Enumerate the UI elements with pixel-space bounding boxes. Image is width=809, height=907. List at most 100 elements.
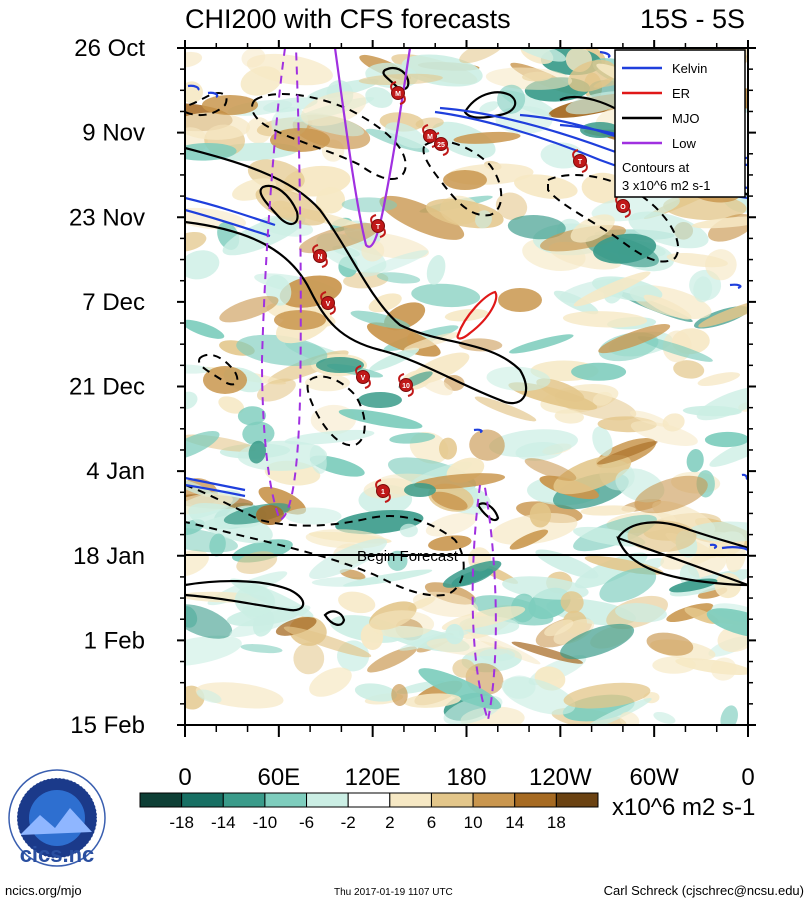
anomaly-highlight <box>316 357 364 373</box>
anomaly-patch <box>646 632 694 656</box>
anomaly-patch <box>185 635 242 667</box>
anomaly-patch <box>696 386 748 421</box>
anomaly-patch <box>338 591 376 614</box>
mjo-contour-positive-9 <box>476 502 500 522</box>
anomaly-patch <box>705 249 737 281</box>
anomaly-patch <box>343 569 433 587</box>
colorbar-swatch <box>181 792 224 808</box>
anomaly-patch <box>242 421 275 446</box>
legend-er: ER <box>672 86 690 101</box>
anomaly-highlight <box>498 288 542 312</box>
anomaly-patch <box>599 567 657 603</box>
anomaly-patch <box>709 430 748 467</box>
y-tick-label: 1 Feb <box>84 627 145 654</box>
anomaly-patch <box>479 648 516 662</box>
storm-marker: O <box>615 194 631 218</box>
x-tick-label: 120E <box>345 764 401 791</box>
anomaly-patch <box>185 430 220 461</box>
colorbar-swatch <box>306 792 349 808</box>
anomaly-patch <box>418 668 502 710</box>
anomaly-patch <box>185 364 213 374</box>
anomaly-patch <box>486 366 551 392</box>
y-tick-label: 7 Dec <box>82 289 145 316</box>
colorbar-swatch <box>222 792 266 808</box>
anomaly-patch <box>185 231 207 252</box>
anomaly-patch <box>554 409 584 424</box>
anomaly-patch <box>185 604 233 639</box>
mjo-contour-positive-7 <box>185 579 305 612</box>
anomaly-patch <box>563 682 651 709</box>
anomaly-patch <box>258 486 307 515</box>
cics-logo: cics.nc <box>8 769 106 867</box>
legend-contour-value: 3 x10^6 m2 s-1 <box>622 178 710 193</box>
begin-forecast-label: Begin Forecast <box>357 548 459 565</box>
colorbar: -18 -14 -10 -6 -2 2 6 10 14 18 <box>139 792 599 832</box>
mjo-contour-positive-4 <box>463 91 517 119</box>
anomaly-patch <box>513 48 567 62</box>
anomaly-patch <box>673 360 705 379</box>
mjo-contour-positive-1 <box>185 146 528 405</box>
colorbar-swatch <box>264 792 308 808</box>
colorbar-swatch <box>430 792 474 808</box>
colorbar-swatch <box>139 792 183 808</box>
legend-kelvin: Kelvin <box>672 61 707 76</box>
anomaly-patch <box>376 272 421 284</box>
anomaly-patch <box>592 426 613 457</box>
x-tick-label: 60W <box>629 764 679 791</box>
anomaly-patch <box>236 551 278 574</box>
anomaly-patch <box>591 193 680 222</box>
anomaly-field <box>185 48 748 725</box>
colorbar-label: -2 <box>341 813 356 832</box>
anomaly-patch <box>389 432 436 444</box>
colorbar-swatch <box>347 792 391 808</box>
anomaly-patch <box>425 512 477 537</box>
anomaly-highlight <box>256 505 284 525</box>
anomaly-patch <box>256 378 296 402</box>
anomaly-patch <box>185 250 220 280</box>
legend: Kelvin ER MJO Low Contours at 3 x10^6 m2… <box>614 49 746 198</box>
anomaly-patch <box>571 362 627 381</box>
x-axis: 0 60E 120E 180 120W 60W 0 <box>178 40 755 791</box>
anomaly-patch <box>369 610 435 638</box>
anomaly-patch <box>415 117 444 129</box>
storm-label: V <box>326 301 331 308</box>
colorbar-units: x10^6 m2 s-1 <box>612 794 755 821</box>
storm-marker: 25 <box>433 132 449 156</box>
storm-marker: V <box>355 365 371 389</box>
y-tick-label: 23 Nov <box>69 204 145 231</box>
anomaly-patch <box>704 431 748 448</box>
anomaly-patch <box>404 693 461 708</box>
anomaly-patch <box>592 391 613 406</box>
anomaly-patch <box>284 429 375 445</box>
kelvin-contour-5 <box>185 196 276 238</box>
anomaly-patch <box>524 458 577 481</box>
anomaly-patch <box>350 310 411 329</box>
anomaly-patch <box>474 396 537 422</box>
anomaly-patch <box>495 192 528 221</box>
low-contour-dashed-1 <box>260 48 302 522</box>
anomaly-patch <box>652 656 696 674</box>
er-contour <box>456 290 498 340</box>
anomaly-patch <box>535 549 599 579</box>
anomaly-patch <box>706 608 748 639</box>
anomaly-patch <box>634 475 708 514</box>
anomaly-patch <box>428 535 472 551</box>
anomaly-patch <box>544 619 574 637</box>
colorbar-label: 10 <box>464 813 483 832</box>
anomaly-highlight <box>443 170 487 190</box>
anomaly-patch <box>185 112 251 140</box>
anomaly-patch <box>196 689 222 703</box>
anomaly-patch <box>469 429 505 461</box>
colorbar-swatch <box>472 792 516 808</box>
mjo-contour-negative-6 <box>306 375 366 447</box>
colorbar-swatch <box>514 792 557 808</box>
anomaly-patch <box>583 698 652 725</box>
anomaly-patch <box>573 271 651 307</box>
anomaly-patch <box>305 374 350 392</box>
anomaly-patch <box>309 667 352 697</box>
anomaly-patch <box>693 276 713 303</box>
anomaly-patch <box>711 657 737 681</box>
anomaly-patch <box>367 646 417 673</box>
anomaly-patch <box>628 211 709 249</box>
